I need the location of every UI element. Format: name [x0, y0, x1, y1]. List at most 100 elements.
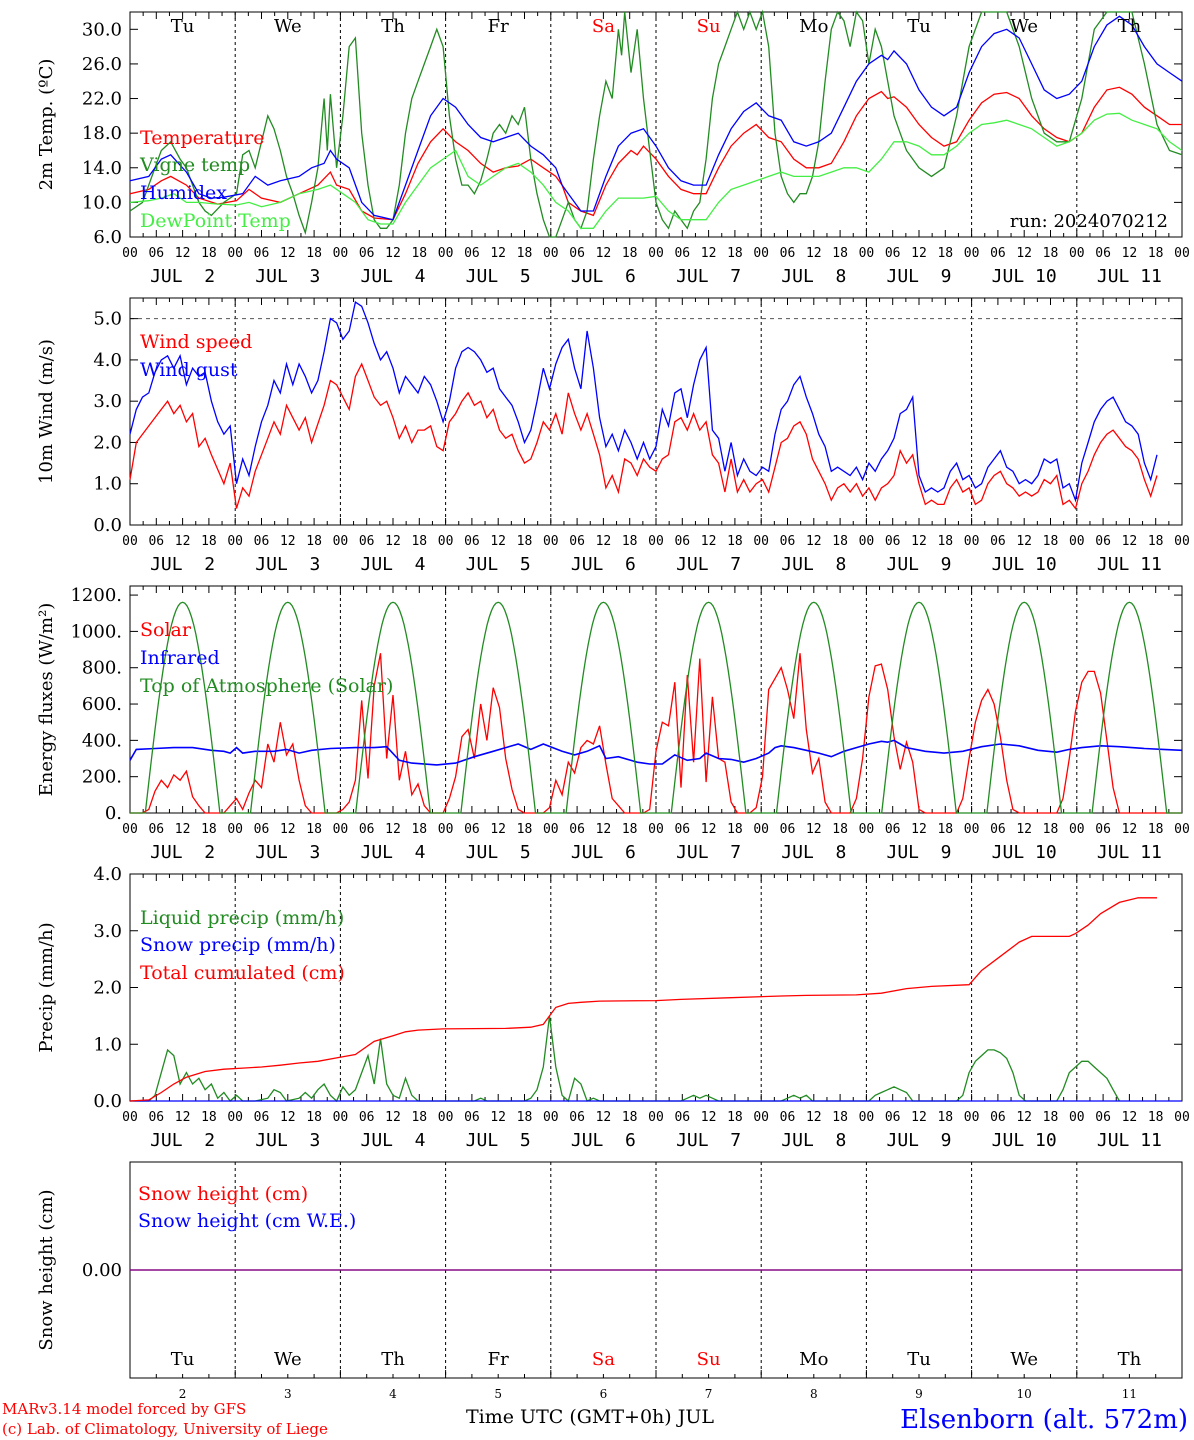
y-tick-label: 1.0	[93, 1034, 122, 1055]
hour-label: 06	[1095, 246, 1111, 261]
hour-label: 18	[622, 822, 638, 837]
hour-label: 12	[175, 246, 191, 261]
hour-label: 12	[385, 1110, 401, 1125]
hour-label: 00	[543, 822, 559, 837]
hour-label: 06	[359, 822, 375, 837]
hour-label: 06	[674, 1110, 690, 1125]
day-label: JUL 7	[676, 554, 741, 575]
hour-label: 00	[438, 246, 454, 261]
weekday-label: Tu	[907, 16, 931, 37]
hour-label: 18	[1043, 246, 1059, 261]
legend-entry: Infrared	[140, 647, 220, 669]
hour-label: 00	[438, 1110, 454, 1125]
hour-label: 00	[1174, 1110, 1190, 1125]
hour-label: 18	[1148, 246, 1164, 261]
legend-entry: Humidex	[140, 182, 227, 204]
y-tick-label: 22.0	[82, 89, 122, 110]
hour-label: 12	[1016, 822, 1032, 837]
panel-5: 0.00 Snow height (cm) Snow height (cm) Snow…	[36, 1161, 1183, 1379]
day-label: JUL 8	[781, 266, 846, 287]
hour-label: 00	[859, 1110, 875, 1125]
hour-label: 00	[1069, 1110, 1085, 1125]
series-line-top-of-atmosphere-solar-	[130, 601, 1182, 814]
hour-label: 00	[438, 534, 454, 549]
day-label: JUL 11	[1097, 842, 1162, 863]
y-tick-label: 6.0	[93, 227, 122, 248]
hour-label: 06	[1095, 1110, 1111, 1125]
day-number: 10	[1017, 1387, 1032, 1401]
legend-entry: Vigne temp	[139, 154, 250, 176]
hour-label: 00	[753, 534, 769, 549]
hour-label: 18	[727, 534, 743, 549]
hour-label: 18	[832, 822, 848, 837]
series-line-liquid-precip-mm-h-	[130, 1015, 1120, 1103]
series-line-dewpoint-temp	[129, 112, 1183, 229]
day-label: JUL 7	[676, 842, 741, 863]
hour-label: 00	[753, 822, 769, 837]
y-tick-label: 3.0	[93, 921, 122, 942]
hour-label: 00	[859, 246, 875, 261]
legend-entry: Top of Atmosphere (Solar)	[140, 675, 393, 697]
day-label: JUL 2	[150, 266, 215, 287]
hour-label: 12	[280, 1110, 296, 1125]
day-label: JUL 4	[360, 554, 425, 575]
day-label: JUL 11	[1097, 554, 1162, 575]
day-label: JUL 9	[886, 842, 951, 863]
hour-label: 00	[648, 1110, 664, 1125]
hour-label: 06	[990, 534, 1006, 549]
hour-label: 06	[885, 534, 901, 549]
hour-label: 18	[306, 246, 322, 261]
hour-label: 12	[596, 1110, 612, 1125]
weekday-label: Tu	[171, 16, 195, 37]
weekday-label: Sa	[592, 1349, 615, 1370]
y-tick-label: 4.0	[93, 350, 122, 371]
legend-entry: Solar	[140, 619, 192, 641]
hour-label: 18	[937, 534, 953, 549]
series-line-wind-gust	[129, 301, 1158, 503]
credit-line-1: MARv3.14 model forced by GFS	[2, 1400, 246, 1418]
hour-label: 06	[359, 1110, 375, 1125]
y-tick-label: 1200.	[70, 585, 122, 606]
hour-label: 18	[622, 534, 638, 549]
day-label: JUL 6	[571, 266, 636, 287]
hour-label: 06	[464, 246, 480, 261]
hour-label: 06	[780, 534, 796, 549]
legend-entry: Temperature	[140, 127, 264, 149]
day-label: JUL 2	[150, 842, 215, 863]
hour-label: 18	[1148, 534, 1164, 549]
series-line-humidex	[129, 15, 1183, 221]
hour-label: 00	[122, 1110, 138, 1125]
hour-label: 06	[885, 822, 901, 837]
hour-label: 12	[1016, 1110, 1032, 1125]
hour-label: 06	[780, 822, 796, 837]
hour-label: 00	[1069, 534, 1085, 549]
hour-label: 12	[385, 246, 401, 261]
hour-label: 06	[885, 246, 901, 261]
hour-label: 06	[569, 1110, 585, 1125]
hour-label: 00	[543, 246, 559, 261]
hour-label: 00	[1174, 246, 1190, 261]
hour-label: 00	[1069, 246, 1085, 261]
hour-label: 12	[596, 534, 612, 549]
hour-label: 12	[596, 246, 612, 261]
hour-label: 18	[201, 534, 217, 549]
hour-label: 12	[175, 822, 191, 837]
day-number: 9	[915, 1387, 923, 1401]
hour-label: 00	[964, 246, 980, 261]
hour-label: 00	[964, 822, 980, 837]
day-label: JUL 3	[255, 1130, 320, 1151]
hour-label: 00	[543, 534, 559, 549]
weekday-label: We	[274, 1349, 302, 1370]
hour-label: 18	[937, 246, 953, 261]
hour-label: 00	[859, 534, 875, 549]
hour-label: 06	[254, 822, 270, 837]
y-axis-label: Energy fluxes (W/m²)	[36, 603, 57, 797]
hour-label: 00	[438, 822, 454, 837]
hour-label: 06	[254, 246, 270, 261]
hour-label: 06	[1095, 534, 1111, 549]
hour-label: 12	[701, 822, 717, 837]
series-line-temperature	[129, 86, 1182, 221]
hour-label: 18	[727, 822, 743, 837]
hour-label: 00	[122, 822, 138, 837]
legend-entry: Wind speed	[140, 331, 252, 353]
